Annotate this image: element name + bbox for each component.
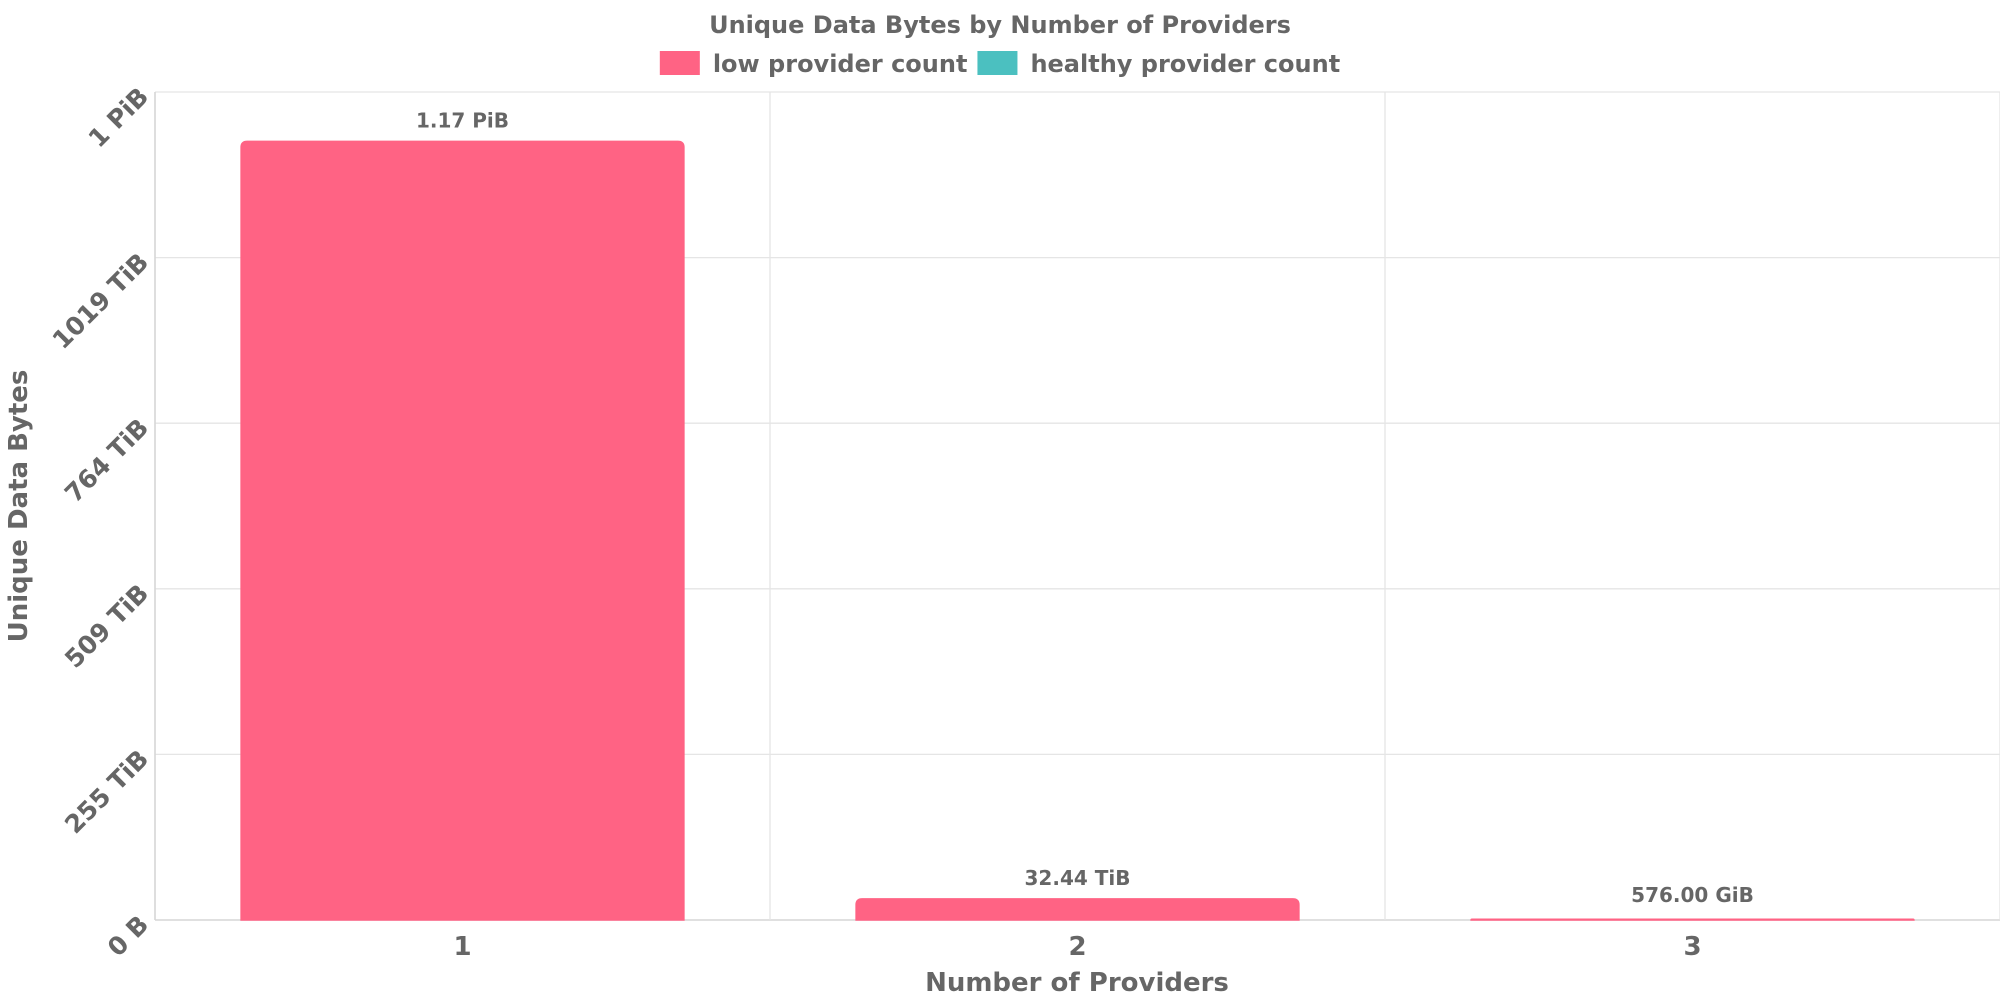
y-tick-label: 1 PiB bbox=[83, 82, 154, 153]
x-tick-label: 1 bbox=[453, 932, 471, 962]
y-tick-label: 509 TiB bbox=[59, 579, 154, 674]
bar-value-label: 1.17 PiB bbox=[416, 108, 509, 132]
bar-category-1[interactable] bbox=[240, 140, 685, 921]
bar-category-2[interactable] bbox=[855, 898, 1300, 921]
bar-category-3[interactable] bbox=[1470, 918, 1915, 921]
y-tick-label: 255 TiB bbox=[59, 744, 154, 839]
legend: low provider count healthy provider count bbox=[659, 50, 1340, 78]
legend-swatch bbox=[659, 51, 700, 75]
x-tick-label: 3 bbox=[1683, 932, 1701, 962]
y-tick-label: 0 B bbox=[102, 910, 154, 962]
bars bbox=[240, 140, 1915, 921]
chart-title: Unique Data Bytes by Number of Providers bbox=[709, 11, 1291, 39]
legend-swatch bbox=[977, 51, 1018, 75]
y-tick-label: 1019 TiB bbox=[47, 247, 154, 354]
bar-value-label: 576.00 GiB bbox=[1631, 883, 1754, 907]
legend-label: low provider count bbox=[713, 50, 968, 78]
legend-item[interactable]: low provider count bbox=[659, 50, 968, 78]
y-axis-title: Unique Data Bytes bbox=[4, 370, 34, 643]
x-axis-ticks: 1 2 3 bbox=[453, 932, 1701, 962]
x-tick-label: 2 bbox=[1068, 932, 1086, 962]
y-tick-label: 764 TiB bbox=[59, 413, 154, 508]
y-axis-ticks: 0 B 255 TiB 509 TiB 764 TiB 1019 TiB 1 PiB bbox=[47, 82, 154, 962]
legend-label: healthy provider count bbox=[1030, 50, 1340, 78]
legend-item[interactable]: healthy provider count bbox=[977, 50, 1340, 78]
x-axis-title: Number of Providers bbox=[925, 968, 1229, 998]
bar-value-label: 32.44 TiB bbox=[1025, 866, 1131, 890]
data-labels: 1.17 PiB 32.44 TiB 576.00 GiB bbox=[416, 108, 1754, 907]
